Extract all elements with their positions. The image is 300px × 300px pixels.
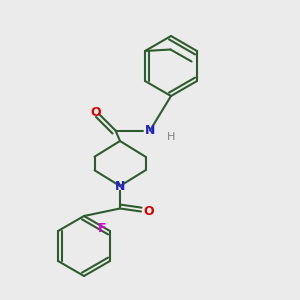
Text: F: F (98, 222, 107, 235)
Text: O: O (91, 106, 101, 119)
Text: N: N (115, 179, 125, 193)
Text: H: H (167, 131, 175, 142)
Text: O: O (143, 205, 154, 218)
Text: N: N (145, 124, 155, 137)
